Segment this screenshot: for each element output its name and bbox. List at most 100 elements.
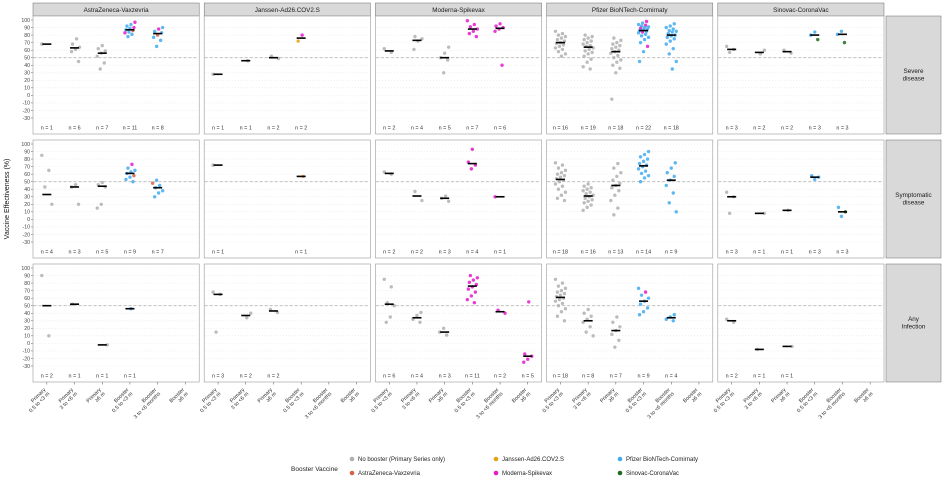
data-point: [102, 61, 106, 65]
y-tick-label: 0: [27, 341, 30, 347]
y-tick-label: 0: [27, 93, 30, 99]
legend-color-dot: [493, 456, 499, 462]
data-point: [589, 203, 593, 207]
data-point: [636, 286, 641, 291]
data-point: [642, 176, 647, 180]
data-point: [636, 22, 641, 27]
data-point: [672, 22, 676, 26]
data-point: [100, 180, 104, 185]
data-point: [152, 29, 157, 34]
sample-size-label: n = 4: [665, 374, 677, 380]
median-dash: [467, 162, 477, 165]
data-point: [618, 66, 622, 70]
data-point: [724, 44, 729, 49]
sample-size-label: n = 2: [383, 250, 395, 256]
data-point: [157, 183, 162, 188]
panel: [32, 263, 200, 383]
sample-size-label: n = 6: [68, 126, 80, 132]
y-tick-label: 80: [24, 33, 30, 39]
y-tick-label: -20: [23, 232, 31, 238]
sample-size-label: n = 7: [466, 126, 478, 132]
data-point: [100, 43, 104, 48]
sample-size-label: n = 2: [267, 126, 279, 132]
panel: [717, 263, 885, 383]
data-point: [639, 171, 644, 176]
median-dash: [495, 195, 505, 198]
y-tick-label: -30: [23, 116, 31, 122]
data-point: [130, 32, 134, 37]
y-tick-label: 60: [24, 296, 30, 302]
sample-size-label: n = 3: [809, 250, 821, 256]
median-dash: [666, 179, 676, 181]
median-dash: [467, 285, 477, 287]
sample-size-label: n = 8: [152, 126, 164, 132]
median-dash: [241, 314, 251, 317]
data-point: [126, 34, 130, 39]
data-point: [300, 33, 304, 37]
median-dash: [70, 303, 80, 305]
data-point: [211, 290, 215, 294]
data-point: [523, 352, 527, 356]
data-point: [586, 199, 590, 203]
y-tick-label: -10: [23, 225, 31, 231]
y-tick-label: 60: [24, 48, 30, 54]
data-point: [587, 47, 591, 52]
data-point: [646, 149, 651, 154]
data-point: [581, 208, 585, 213]
data-point: [560, 31, 565, 36]
data-point: [443, 194, 448, 198]
data-point: [671, 191, 675, 195]
data-point: [727, 50, 732, 55]
data-point: [126, 166, 130, 170]
data-point: [590, 34, 594, 39]
data-point: [445, 58, 450, 62]
data-point: [413, 34, 417, 39]
legend-entry-label: Sinovac-CoronaVac: [626, 471, 679, 477]
sample-size-label: n = 18: [553, 374, 568, 380]
data-point: [412, 47, 416, 52]
data-point: [582, 184, 586, 188]
data-point: [76, 59, 81, 64]
data-point: [562, 198, 567, 203]
data-point: [642, 152, 647, 157]
x-tick-label: Primary≥6 m: [428, 387, 450, 409]
data-point: [589, 314, 593, 318]
data-point: [559, 54, 564, 58]
x-tick-label: Booster3 to <6 months: [300, 387, 333, 420]
median-dash: [241, 59, 251, 62]
x-tick-label: Booster≥6 m: [853, 387, 875, 409]
x-tick-label: Booster3 to <6 months: [643, 387, 676, 420]
data-point: [613, 193, 617, 197]
data-point: [472, 22, 477, 27]
x-tick-label: Booster≥6 m: [511, 387, 533, 409]
sample-size-label: n = 2: [267, 374, 279, 380]
data-point: [643, 169, 648, 173]
sample-size-label: n = 6: [383, 374, 395, 380]
legend-entry-label: Janssen-Ad26.COV2.S: [502, 457, 564, 463]
data-point: [637, 59, 642, 64]
median-dash: [583, 195, 593, 197]
data-point: [618, 43, 622, 48]
median-dash: [639, 165, 649, 167]
data-point: [611, 42, 615, 46]
median-dash: [213, 293, 223, 296]
median-dash: [70, 186, 80, 188]
median-dash: [42, 193, 52, 196]
data-point: [638, 40, 643, 45]
x-tick-label: Primary≥6 m: [86, 387, 108, 409]
data-point: [553, 182, 558, 186]
median-dash: [611, 329, 621, 332]
data-point: [615, 60, 619, 64]
data-point: [664, 183, 668, 188]
data-point: [214, 330, 218, 334]
y-tick-label: 50: [24, 179, 30, 185]
sample-size-label: n = 13: [608, 250, 623, 256]
data-point: [382, 46, 386, 51]
data-point: [638, 155, 643, 159]
data-point: [585, 60, 589, 64]
data-point: [612, 166, 616, 170]
sample-size-label: n = 11: [123, 126, 138, 132]
x-tick-label: Primary3 to <6 m: [226, 387, 250, 411]
data-point: [69, 49, 74, 54]
data-point: [563, 168, 568, 173]
